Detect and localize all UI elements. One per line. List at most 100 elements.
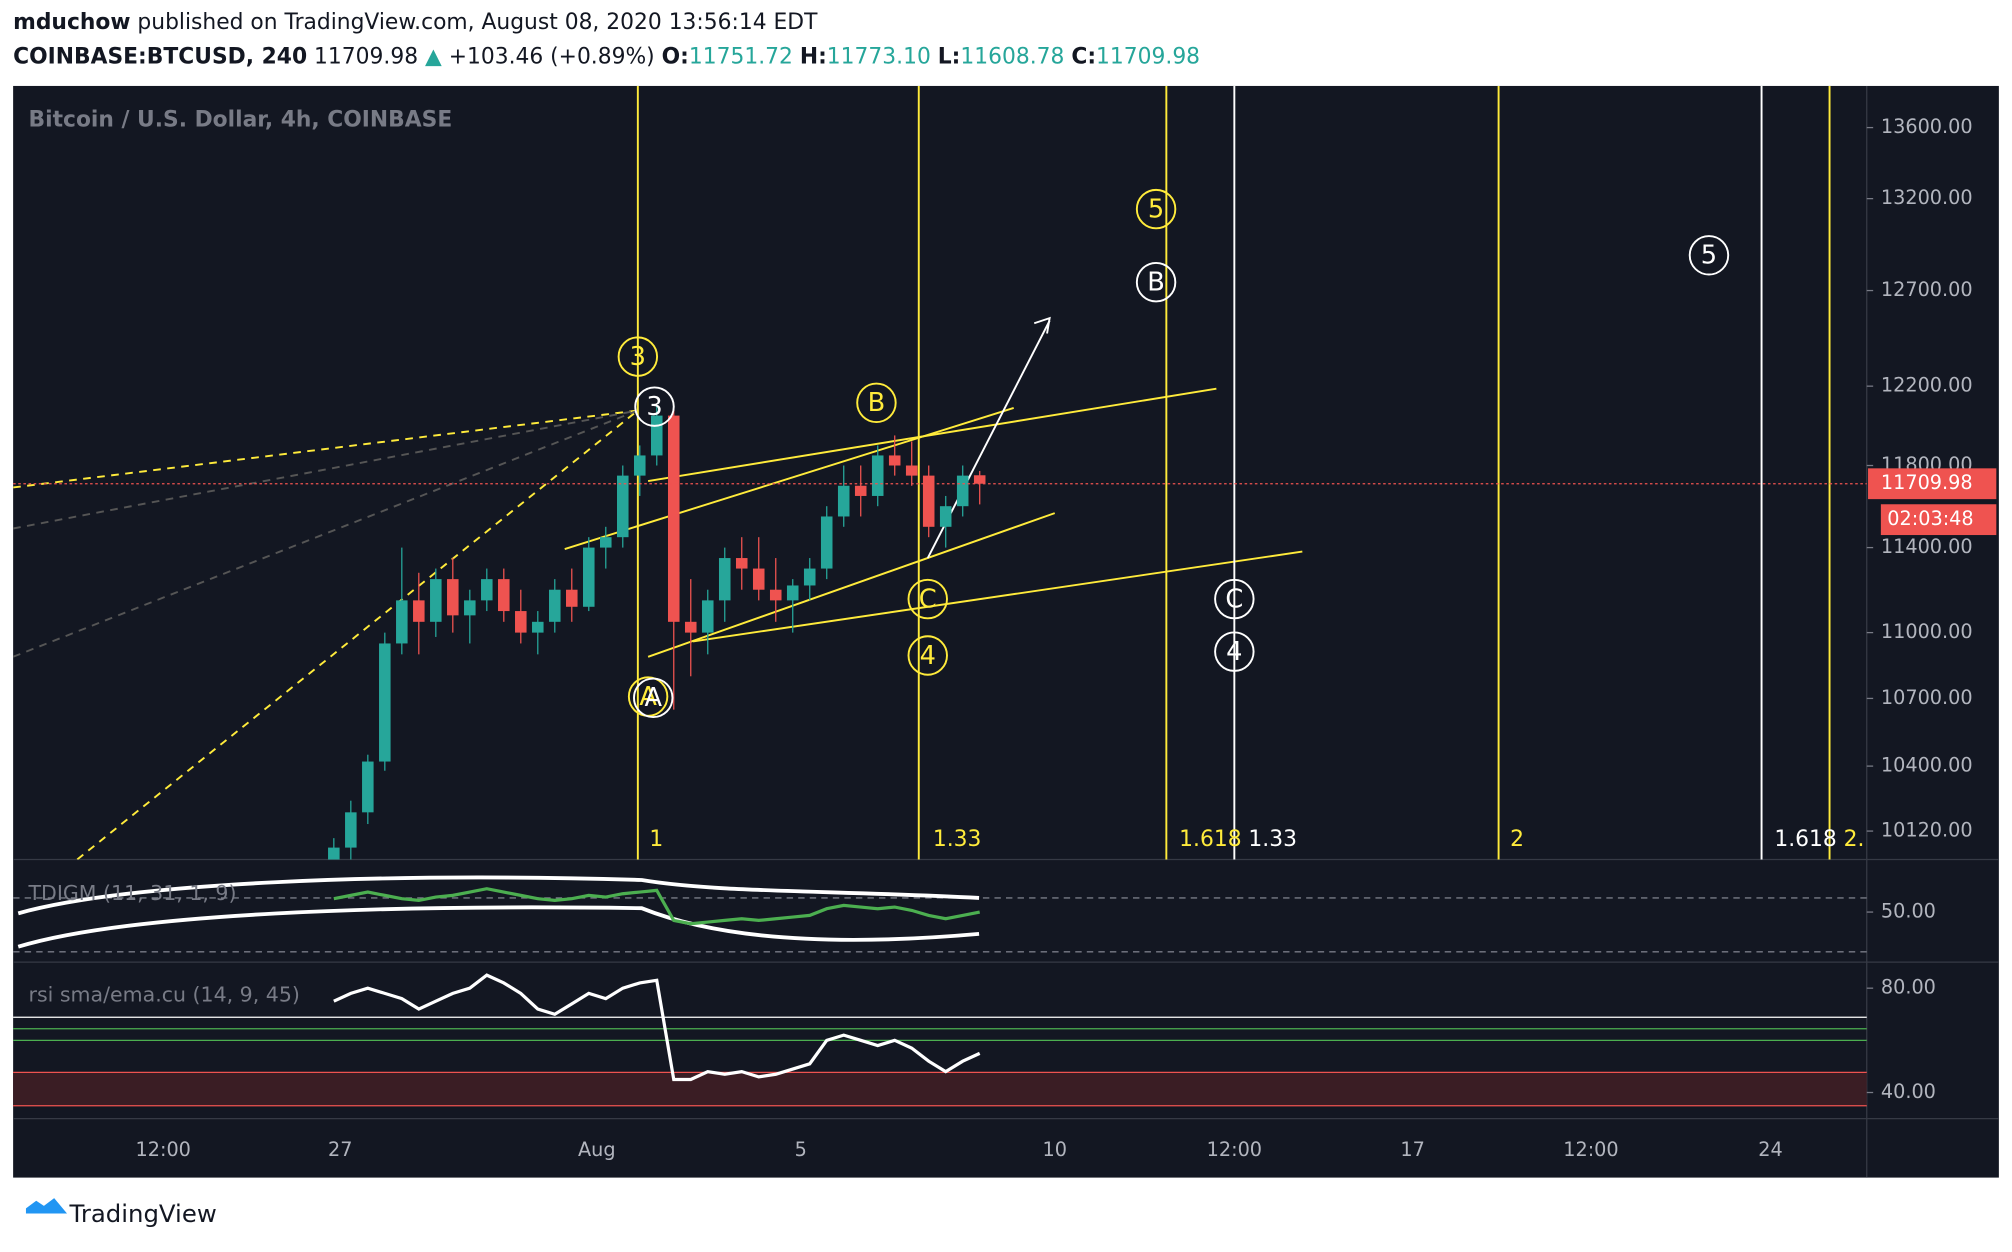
candle-body [752,568,765,590]
wave-label: C [919,584,937,614]
fib-label: 1.618 [1774,827,1836,852]
x-tick-label: 5 [795,1138,807,1161]
fib-label: 2. [1844,827,1865,852]
candle-body [854,485,867,496]
wave-label: 5 [1148,194,1164,224]
candle-body [599,537,612,548]
wave-circle [1135,188,1177,230]
label: L: [938,45,961,70]
candle-body [905,465,918,476]
chart-title: Bitcoin / U.S. Dollar, 4h, COINBASE [29,108,453,133]
open: 11751.72 [689,45,793,70]
wave-circle [634,386,675,427]
candle-body [922,475,935,527]
published: published on TradingView.com, August 08,… [137,10,818,35]
candle-body [718,558,731,601]
candle-body [532,621,544,633]
candle-body [447,579,459,616]
tdi-band [17,905,980,949]
candle-body [498,579,510,612]
fib-label: 2 [1510,827,1524,852]
wave-label: 3 [630,342,646,372]
candle-body [837,485,850,517]
indicator-line [333,973,981,1082]
header-line: COINBASE:BTCUSD, 240 11709.98 ▲ +103.46 … [13,45,1200,70]
x-tick-label: 12:00 [135,1138,190,1161]
candle-body [939,506,952,527]
wave-label: B [1147,267,1165,297]
wave-label: 5 [1701,241,1717,271]
logo [25,1198,67,1214]
rsi-zone [13,1072,1867,1106]
high: 11773.10 [827,45,931,70]
label: H: [800,45,827,70]
indicator-line [333,887,981,926]
candle-body [515,611,527,633]
wave-label: A [639,682,657,712]
y-tick-label: 13600.00 [1881,115,1973,138]
candles [328,405,986,860]
header-line: mduchow published on TradingView.com, Au… [13,10,818,35]
x-tick-label: 17 [1400,1138,1424,1161]
x-tick-label: Aug [578,1138,616,1161]
y-tick-label: 10700.00 [1881,686,1973,709]
y-tick-label: 50.00 [1881,900,1936,923]
price-tag [1868,468,1997,500]
y-tick-label: 10400.00 [1881,754,1973,777]
fib-label: 1 [649,827,663,852]
candle-body [396,600,408,644]
y-tick-label: 12700.00 [1881,278,1973,301]
rsi-title: rsi sma/ema.cu (14, 9, 45) [29,982,300,1006]
wave-circle [907,635,948,676]
candle-body [430,579,442,622]
candle-body [769,589,782,601]
candle-body [549,589,561,622]
candle-body [464,600,476,616]
y-tick-label: 80.00 [1881,976,1936,999]
tdi-band [17,875,980,916]
wave-circle [1214,631,1255,672]
candle-body [701,600,714,633]
wave-circle [856,382,897,423]
candle-body [633,455,646,476]
wave-circle [1214,578,1255,620]
countdown: 02:03:48 [1887,507,1973,530]
candle-body [888,455,901,466]
candle-body [566,589,578,607]
candle-body [956,475,969,507]
wave-label: 3 [646,392,662,422]
wave-circle [1688,235,1730,276]
candle-body [803,568,816,586]
candle-body [413,600,425,622]
price-tag-label: 11709.98 [1881,471,1973,494]
wave-circle [907,578,948,620]
candle-body [379,643,391,762]
brand: TradingView [69,1199,217,1228]
fib-label: 1.618 [1179,827,1241,852]
tdi-title: TDIGM (11, 31, 1, 9) [28,881,237,905]
countdown-tag [1880,504,1997,536]
y-tick-label: 13200.00 [1881,186,1973,209]
x-tick-label: 12:00 [1563,1138,1618,1161]
x-tick-label: 12:00 [1207,1138,1262,1161]
wave-circle [617,336,659,377]
candle-body [973,475,986,484]
fib-label: 1.33 [933,827,982,852]
wave-label: C [1225,584,1243,614]
author: mduchow [13,10,130,35]
candle-body [684,621,697,633]
x-tick-label: 10 [1043,1138,1067,1161]
y-tick-label: 11000.00 [1881,620,1973,643]
y-tick-label: 12200.00 [1881,374,1973,397]
wave-circle [633,677,674,719]
last: 11709.98 [314,45,418,70]
x-tick-label: 24 [1758,1138,1782,1161]
candle-body [345,812,357,848]
candle-body [616,475,629,538]
candle-body [786,585,799,601]
wave-label: A [644,683,662,713]
x-tick-label: 27 [328,1138,352,1161]
candle-body [871,455,884,496]
candle-body [481,579,493,601]
